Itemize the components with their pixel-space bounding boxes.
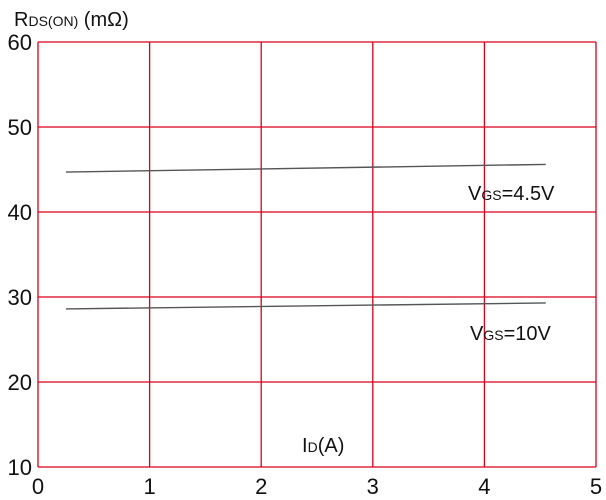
series-line-1 (65, 302, 546, 310)
y-axis-label-unit: (mΩ) (78, 9, 129, 31)
series-label-main: V (468, 183, 482, 205)
x-axis-label: ID(A) (302, 435, 344, 457)
y-tick-label: 40 (8, 200, 32, 225)
series-label-main: V (470, 323, 484, 345)
series-label-rest: =10V (504, 323, 552, 345)
series-label-sub: GS (481, 187, 501, 203)
series-label-sub: GS (483, 327, 503, 343)
x-tick-label: 4 (478, 474, 490, 499)
y-tick-label: 60 (8, 30, 32, 55)
y-tick-label: 30 (8, 285, 32, 310)
x-tick-label: 0 (32, 474, 44, 499)
y-axis-label: RDS(ON) (mΩ) (14, 9, 129, 31)
x-axis-label-main: I (302, 435, 308, 457)
series-lines (65, 163, 546, 310)
x-axis-label-unit: (A) (318, 435, 345, 457)
x-tick-label: 1 (143, 474, 155, 499)
y-tick-label: 10 (8, 455, 32, 480)
series-label-vgs-4-5v: VGS=4.5V (468, 183, 555, 205)
y-axis-label-sub: DS(ON) (28, 13, 78, 29)
y-axis-label-main: R (14, 9, 28, 31)
series-label-vgs-10v: VGS=10V (470, 323, 552, 345)
grid (37, 41, 597, 468)
tick-labels: 0 1 2 3 4 5 10 20 30 40 50 60 (8, 30, 603, 499)
y-tick-label: 20 (8, 370, 32, 395)
x-axis-label-sub: D (308, 439, 318, 455)
x-tick-label: 5 (590, 474, 602, 499)
x-tick-label: 3 (367, 474, 379, 499)
series-label-rest: =4.5V (502, 183, 555, 205)
series-line-0 (65, 163, 546, 173)
y-tick-label: 50 (8, 115, 32, 140)
x-tick-label: 2 (255, 474, 267, 499)
